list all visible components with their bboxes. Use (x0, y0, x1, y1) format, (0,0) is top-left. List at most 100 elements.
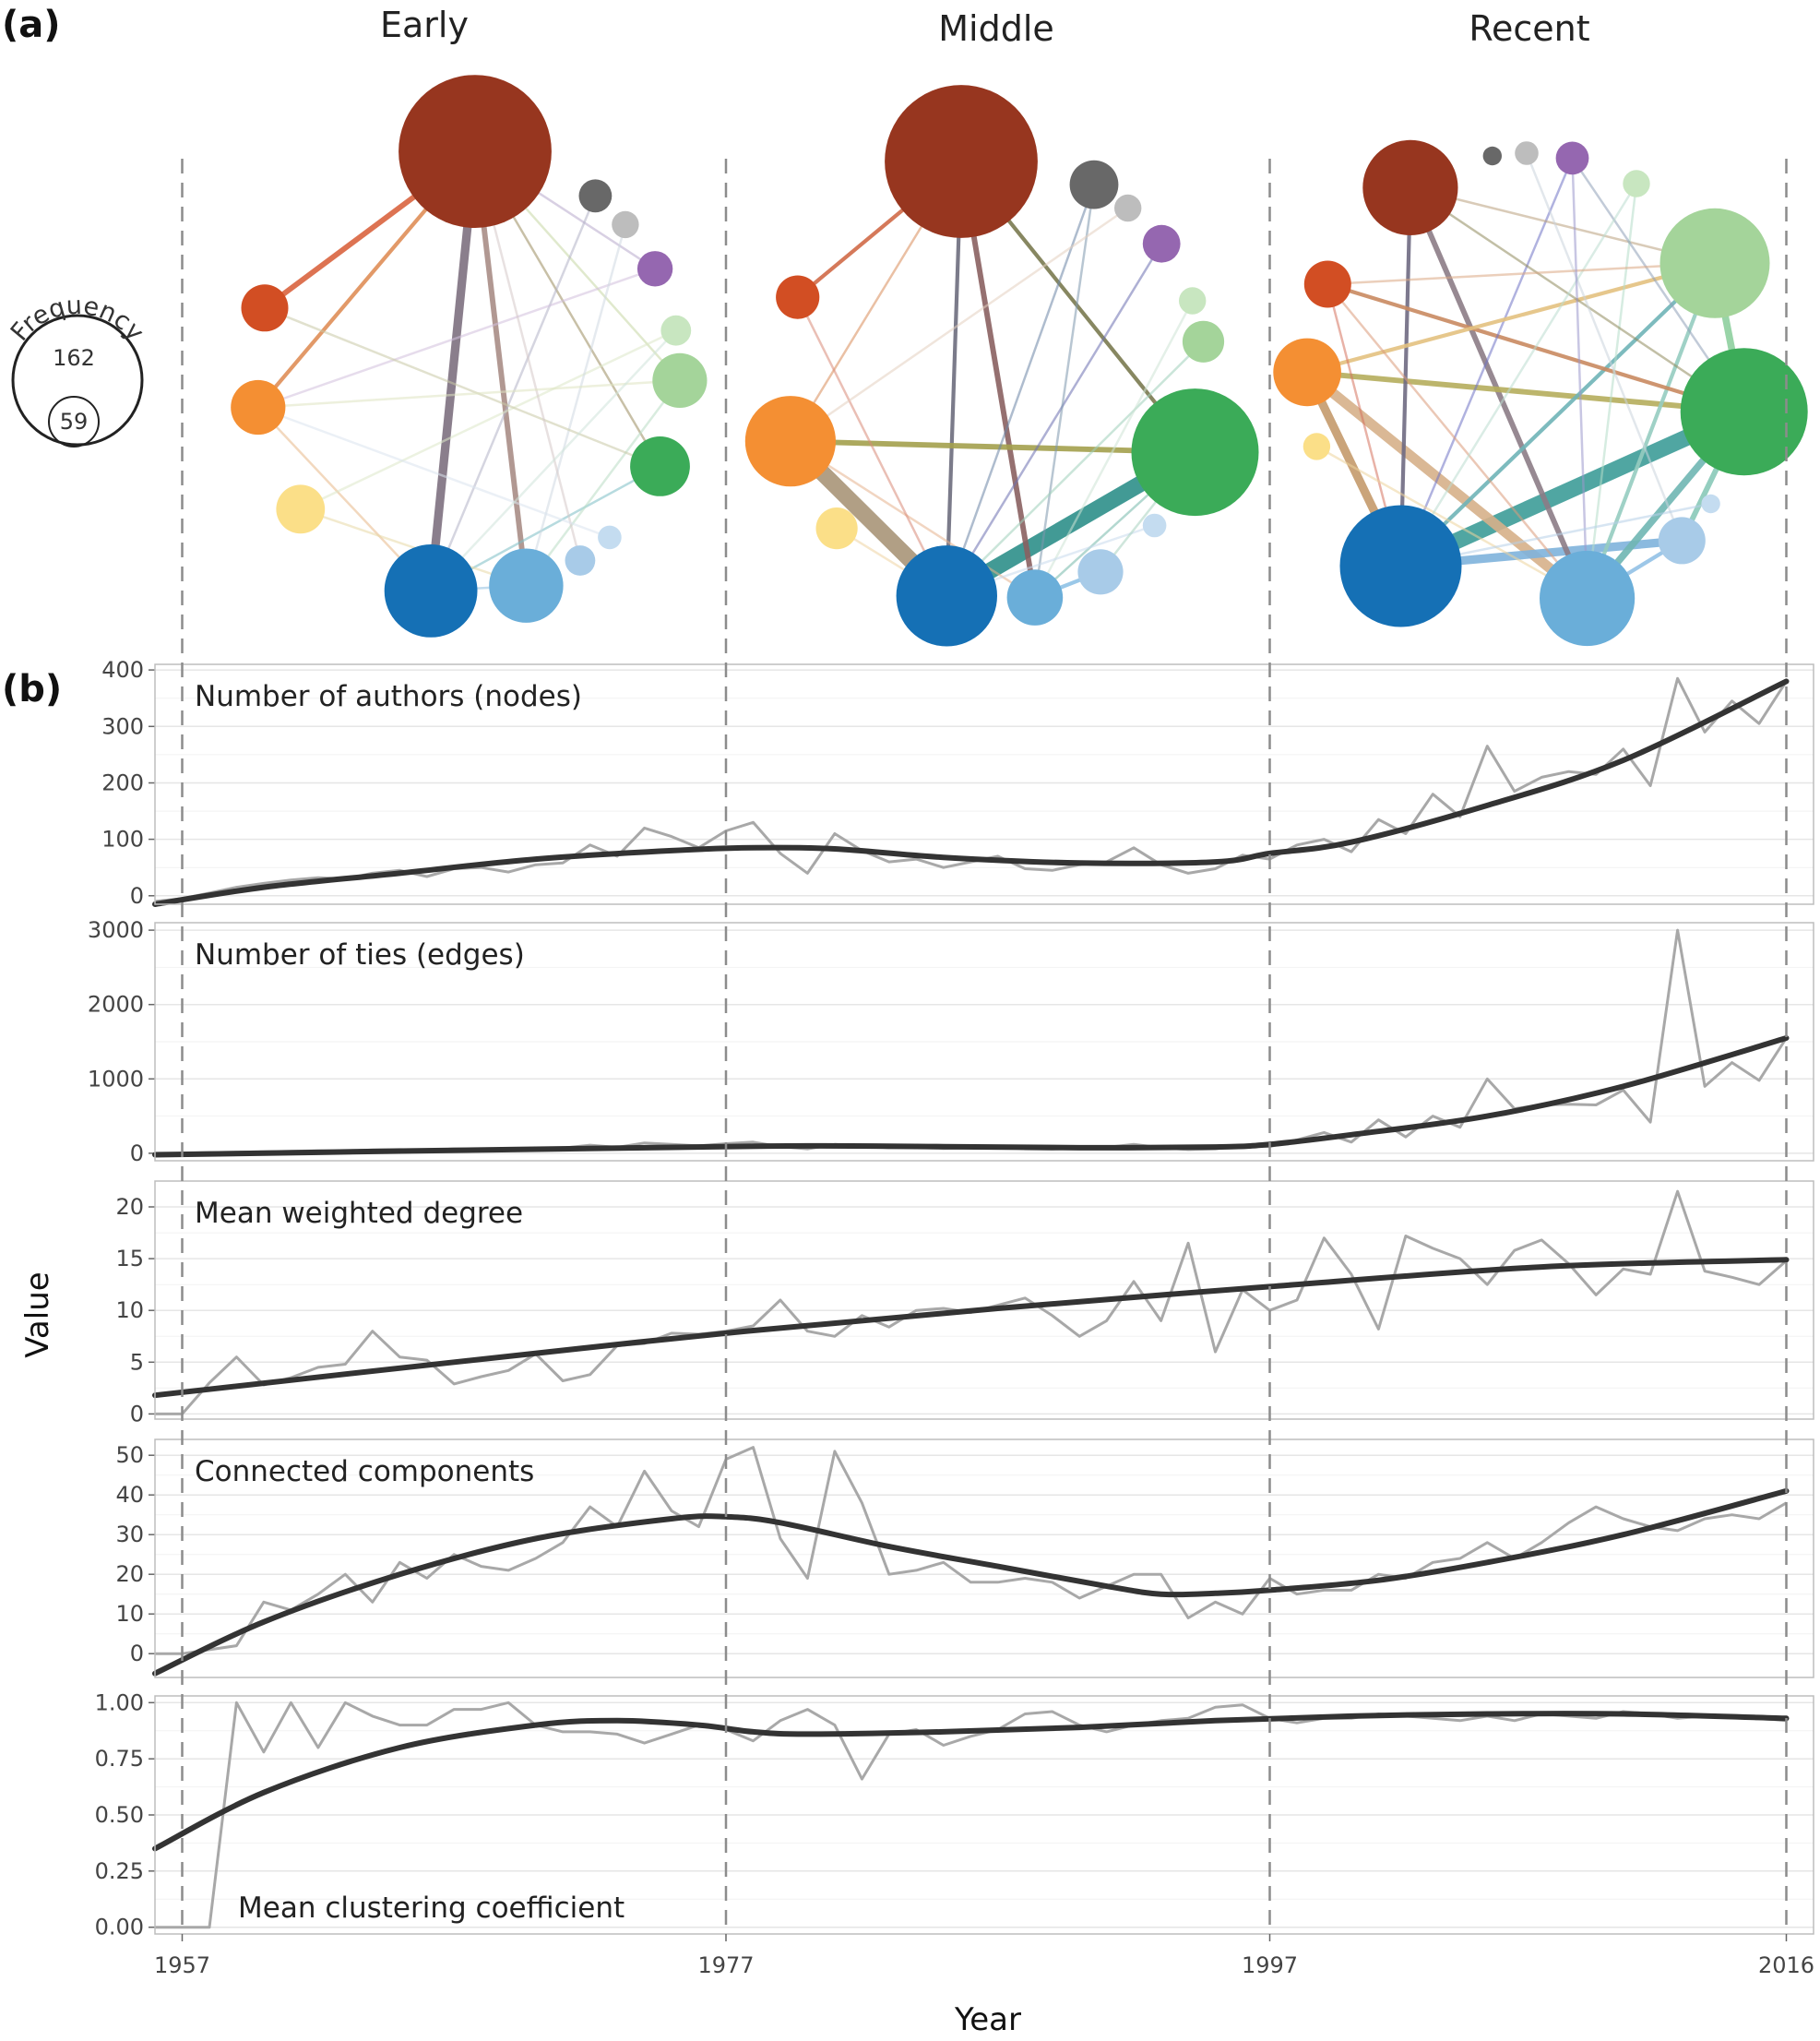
gridlines (155, 669, 1814, 897)
series-smoothed (152, 1257, 1790, 1399)
y-tick-label: 30 (115, 1522, 144, 1547)
legend-large-value: 162 (53, 345, 95, 371)
y-tick-label: 40 (115, 1482, 144, 1508)
panel-label-a: (a) (2, 4, 61, 46)
facet-background (155, 1439, 1814, 1677)
y-axis-ticks: 0.00 0.25 0.50 0.75 1.00 (95, 1689, 155, 1940)
period-label-early: Early (380, 5, 469, 45)
network-node (885, 85, 1038, 238)
y-tick-label: 300 (101, 713, 144, 739)
facet-5: 0.00 0.25 0.50 0.75 1.00 Mean clustering coef… (95, 1689, 1814, 1940)
network-edge (256, 406, 612, 539)
network-node (612, 210, 639, 239)
network-edge (1304, 261, 1718, 375)
network-edge (1525, 151, 1683, 543)
network-edge (946, 242, 1163, 598)
network-nodes (744, 85, 1259, 647)
network-edge (525, 223, 627, 587)
facet-frame (154, 663, 1814, 905)
y-tick-label: 2000 (88, 992, 144, 1018)
network-node (1273, 338, 1341, 407)
y-tick-label: 15 (115, 1246, 144, 1271)
gridlines (155, 1701, 1814, 1928)
network-node (1303, 260, 1351, 308)
network-node (815, 507, 858, 550)
y-tick-label: 0.75 (95, 1746, 144, 1772)
y-tick-label: 0 (130, 1140, 144, 1166)
y-tick-label: 50 (115, 1442, 144, 1468)
network-nodes (231, 75, 708, 638)
network-node (1114, 194, 1142, 222)
x-axis-title: Year (954, 2001, 1021, 2038)
network-node (565, 545, 596, 576)
network-node (744, 396, 837, 487)
network-edge (789, 439, 1037, 599)
facet-background (155, 664, 1814, 904)
series-smoothed (152, 1711, 1790, 1852)
network-edge (1033, 183, 1096, 599)
network-node (630, 436, 690, 496)
y-tick-label: 400 (101, 657, 144, 683)
series-smoothed (152, 1487, 1790, 1677)
network-edge (299, 507, 528, 587)
frequency-legend: Frequency 162 59 (6, 292, 149, 448)
network-node (660, 315, 692, 346)
network-node (1142, 224, 1181, 263)
network-node (1362, 139, 1458, 235)
network-edge (429, 328, 678, 592)
network-edge (1571, 157, 1588, 600)
network-edge (787, 438, 1198, 456)
network-node (1659, 208, 1770, 318)
y-tick-label: 5 (130, 1349, 144, 1375)
y-tick-label: 10 (115, 1601, 144, 1627)
y-tick-label: 0 (130, 1401, 144, 1426)
network-node (241, 284, 289, 332)
network-node (1006, 569, 1064, 626)
series-smoothed (152, 678, 1790, 907)
network-edge (256, 268, 657, 409)
network-edge (299, 328, 678, 511)
y-tick-label: 0.00 (95, 1915, 144, 1940)
network-node (598, 525, 622, 550)
network-diagrams (231, 75, 1808, 647)
y-tick-label: 0 (130, 883, 144, 909)
network-node (1701, 494, 1720, 514)
network-edge (256, 379, 682, 409)
y-tick-label: 20 (115, 1194, 144, 1220)
period-label-middle: Middle (938, 8, 1054, 49)
y-tick-label: 200 (101, 770, 144, 796)
y-axis-ticks: 0 1000 2000 3000 (88, 917, 155, 1166)
y-axis-ticks: 0 10 20 30 40 50 (115, 1442, 155, 1666)
facet-label: Number of authors (nodes) (195, 680, 582, 713)
series-observed (154, 676, 1788, 903)
series-smoothed (152, 1035, 1790, 1158)
y-tick-label: 0.50 (95, 1802, 144, 1828)
facet-1: 0 100 200 300 400 Number of authors (nodes) (101, 657, 1814, 909)
network-node (1658, 517, 1706, 565)
facet-frame (154, 1180, 1814, 1420)
network-edge (1398, 261, 1718, 568)
network-edge (789, 207, 1129, 443)
network-early (231, 75, 708, 638)
facet-4: 0 10 20 30 40 50 Connected components (115, 1438, 1814, 1678)
y-tick-label: 1.00 (95, 1689, 144, 1715)
y-tick-label: 10 (115, 1297, 144, 1323)
network-node (776, 275, 820, 319)
x-tick-label: 1957 (154, 1952, 210, 1978)
network-edge (263, 306, 661, 468)
network-node (1540, 550, 1636, 647)
network-middle (744, 85, 1259, 647)
facet-label: Connected components (195, 1455, 534, 1488)
network-nodes (1273, 139, 1808, 647)
x-axis-ticks: 1957 1977 1997 2016 (154, 1934, 1814, 1978)
network-node (578, 179, 613, 213)
y-tick-label: 0 (130, 1641, 144, 1666)
network-node (896, 545, 997, 647)
facet-label: Mean clustering coefficient (238, 1892, 625, 1925)
legend-small-value: 59 (60, 409, 89, 435)
facet-3: 0 5 10 15 20 Mean weighted degree (115, 1180, 1814, 1426)
network-edge (1326, 262, 1717, 286)
network-edge (429, 195, 597, 592)
x-tick-label: 2016 (1758, 1952, 1814, 1978)
